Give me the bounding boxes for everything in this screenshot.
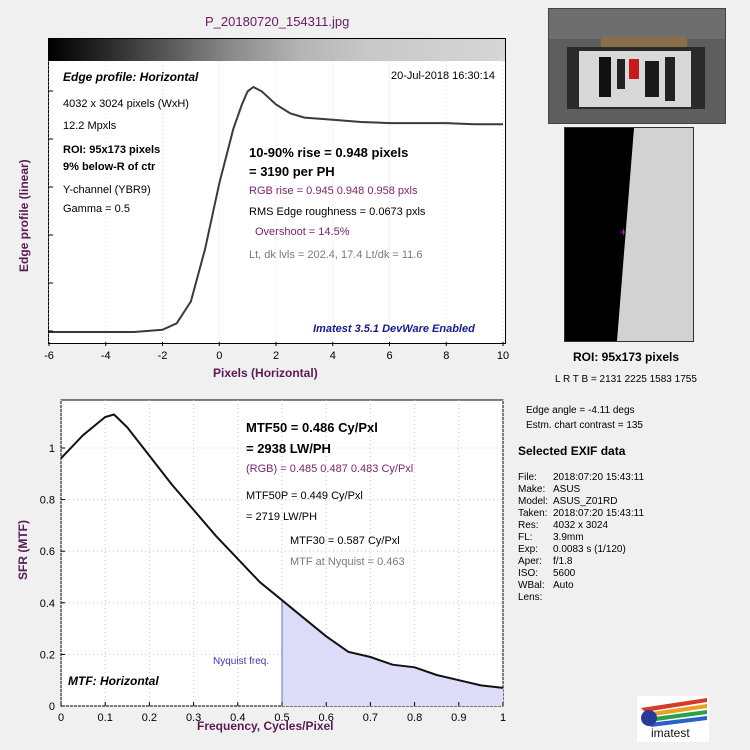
mtf-x-ticks: 0 0.1 0.2 0.3 0.4 0.5 0.6 0.7 0.8 0.9 1: [58, 702, 506, 724]
edge-panel: [48, 38, 506, 344]
exif-value: 5600: [553, 568, 576, 579]
mtf-y-tick-label: 0: [49, 701, 55, 713]
mtf-x-tick-label: 0.2: [142, 712, 157, 724]
edge-x-tick-label: 10: [497, 350, 509, 362]
imatest-logo: imatest: [637, 696, 709, 742]
exif-value: f/1.8: [553, 556, 573, 567]
exif-title: Selected EXIF data: [518, 444, 626, 458]
watermark: Imatest 3.5.1 DevWare Enabled: [313, 323, 475, 335]
mtf-x-tick-label: 0.9: [451, 712, 466, 724]
roi-label: ROI: 95x173 pixels: [573, 350, 680, 364]
edge-roi: ROI: 95x173 pixels: [63, 144, 161, 156]
mtf-y-tick-label: 0.6: [40, 546, 55, 558]
exif-value: ASUS: [553, 484, 581, 495]
exif-value: 4032 x 3024: [553, 520, 609, 531]
edge-info-mp: 12.2 Mpxls: [63, 120, 117, 132]
edge-ylabel: Edge profile (linear): [17, 159, 31, 272]
exif-key: ISO:: [518, 568, 539, 579]
mtf50p: MTF50P = 0.449 Cy/Pxl: [246, 490, 363, 502]
mtf-x-tick-label: 0.7: [363, 712, 378, 724]
rgb-rise: RGB rise = 0.945 0.948 0.958 pxls: [249, 185, 418, 197]
mtf-x-tick-label: 0.4: [230, 712, 245, 724]
mtf50: MTF50 = 0.486 Cy/Pxl: [246, 420, 378, 435]
file-title: P_20180720_154311.jpg: [205, 14, 350, 29]
mtf-x-tick-label: 1: [500, 712, 506, 724]
exif-key: Taken:: [518, 508, 548, 519]
mtf-label: MTF: Horizontal: [68, 674, 159, 688]
exif-value: 3.9mm: [553, 532, 584, 543]
rise-per-ph: = 3190 per PH: [249, 164, 335, 179]
chart-thumbnail: [548, 8, 726, 124]
mtf-ylabel: SFR (MTF): [16, 520, 30, 580]
roi-crop: +: [564, 127, 694, 342]
mtf-line: [60, 413, 504, 689]
mtf-y-tick-label: 0.2: [40, 649, 55, 661]
edge-roughness: RMS Edge roughness = 0.0673 pxls: [249, 206, 426, 218]
edge-x-tick-label: -6: [44, 350, 54, 362]
mtf30: MTF30 = 0.587 Cy/Pxl: [290, 535, 400, 547]
mtf-x-tick-label: 0.3: [186, 712, 201, 724]
edge-xlabel: Pixels (Horizontal): [213, 366, 318, 380]
logo-text: imatest: [651, 726, 690, 740]
exif-value: Auto: [553, 580, 574, 591]
edge-x-tick-label: -2: [158, 350, 168, 362]
edge-x-tick-label: 0: [216, 350, 222, 362]
exif-value: 0.0083 s (1/120): [553, 544, 626, 555]
edge-x-tick-label: 8: [443, 350, 449, 362]
edge-profile-line: [49, 85, 503, 333]
edge-x-tick-label: 4: [330, 350, 336, 362]
edge-x-tick-label: 6: [386, 350, 392, 362]
mtf-y-ticks: 0 0.2 0.4 0.6 0.8 1: [40, 443, 65, 713]
mtf-x-tick-label: 0.6: [319, 712, 334, 724]
exif-key: FL:: [518, 532, 533, 543]
levels: Lt, dk lvls = 202.4, 17.4 Lt/dk = 11.6: [249, 249, 423, 261]
exif-value: 2018:07:20 15:43:11: [553, 472, 645, 483]
exif-key: Aper:: [518, 556, 542, 567]
exif-key: Res:: [518, 520, 539, 531]
mtf-x-tick-label: 0.8: [407, 712, 422, 724]
mtf-x-tick-label: 0.1: [98, 712, 113, 724]
mtf-x-tick-label: 0: [58, 712, 64, 724]
mtf-y-tick-label: 0.4: [40, 598, 55, 610]
mtf-y-tick-label: 0.8: [40, 495, 55, 507]
mtf-rgb: (RGB) = 0.485 0.487 0.483 Cy/Pxl: [246, 463, 414, 475]
roi-coords: L R T B = 2131 2225 1583 1755: [555, 374, 697, 385]
chart-contrast: Estm. chart contrast = 135: [526, 420, 643, 431]
mtf-y-tick-label: 1: [49, 443, 55, 455]
edge-label: Edge profile: Horizontal: [63, 70, 199, 84]
exif-value: ASUS_Z01RD: [553, 496, 618, 507]
exif-key: File:: [518, 472, 537, 483]
edge-x-ticks: -6 -4 -2 0 2 4 6 8 10: [44, 90, 509, 362]
exif-key: Make:: [518, 484, 546, 495]
mtf50p-lw: = 2719 LW/PH: [246, 511, 318, 523]
mtf-x-tick-label: 0.5: [274, 712, 289, 724]
center-marker-icon: +: [620, 225, 628, 239]
exif-key: Lens:: [518, 592, 543, 603]
mtf50-lw: = 2938 LW/PH: [246, 441, 331, 456]
rise-value: 10-90% rise = 0.948 pixels: [249, 145, 409, 160]
grayscale-bar: [49, 39, 505, 61]
edge-angle: Edge angle = -4.11 degs: [526, 405, 635, 416]
edge-grid: [48, 61, 504, 342]
mtf-xlabel: Frequency, Cycles/Pixel: [197, 719, 334, 733]
edge-info-res: 4032 x 3024 pixels (WxH): [63, 98, 189, 110]
mtf-at-nyquist: MTF at Nyquist = 0.463: [290, 556, 405, 568]
mtf-nyquist-fill: [282, 600, 503, 706]
edge-x-tick-label: -4: [101, 350, 111, 362]
overshoot: Overshoot = 14.5%: [255, 226, 350, 238]
nyquist-label: Nyquist freq.: [213, 656, 270, 667]
edge-roi-sub: 9% below-R of ctr: [63, 161, 156, 173]
logo-mark-icon: [641, 698, 707, 727]
edge-gamma: Gamma = 0.5: [63, 203, 130, 215]
edge-datetime: 20-Jul-2018 16:30:14: [391, 70, 495, 82]
exif-value: 2018:07:20 15:43:11: [553, 508, 645, 519]
exif-key: WBal:: [518, 580, 545, 591]
exif-key: Model:: [518, 496, 549, 507]
exif-key: Exp:: [518, 544, 539, 555]
edge-channel: Y-channel (YBR9): [63, 184, 151, 196]
edge-x-tick-label: 2: [273, 350, 279, 362]
